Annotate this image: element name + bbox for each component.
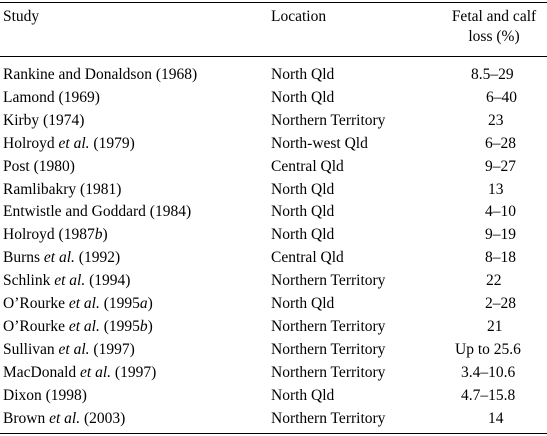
loss-cell: 21 [487,318,503,335]
study-italic-text: et al. [80,364,112,381]
header-loss-line2: loss (%) [468,28,520,45]
table-top-rule [0,2,547,3]
location-cell: Northern Territory [271,341,386,358]
header-location: Location [271,8,327,25]
loss-cell: 4–10 [485,203,516,220]
loss-cell: 9–19 [485,226,516,243]
loss-cell: 14 [488,410,504,427]
study-text: Holroyd (1987 [3,226,95,243]
study-text: Burns [3,249,44,266]
study-italic-text: et al. [58,341,90,358]
study-cell: Kirby (1974) [3,111,84,131]
study-italic-text: et al. [43,249,75,266]
location-cell: North Qld [271,387,335,404]
study-italic-text: et al. [58,135,90,152]
location-cell: Central Qld [271,249,344,266]
study-text: Dixon (1998) [3,387,87,404]
study-italic-text: b [94,226,103,243]
location-cell: North-west Qld [271,135,368,152]
study-cell: O’Rourke et al. (1995a) [3,294,153,314]
location-cell: Northern Territory [271,112,386,129]
location-cell: Northern Territory [271,410,386,427]
loss-cell: 8.5–29 [471,66,514,83]
loss-cell: 6–40 [486,89,517,106]
study-italic-text: et al. [49,410,81,427]
study-text: O’Rourke [3,295,69,312]
study-cell: Rankine and Donaldson (1968) [3,65,197,85]
loss-cell: 23 [488,112,504,129]
loss-cell: 2–28 [485,295,516,312]
study-text: ) [147,295,153,312]
study-text: Lamond (1969) [3,89,100,106]
study-italic-text: a [139,295,148,312]
loss-cell: Up to 25.6 [455,341,521,358]
study-cell: Dixon (1998) [3,386,87,406]
study-text: (1997) [111,364,157,381]
study-cell: Brown et al. (2003) [3,409,125,429]
location-cell: North Qld [271,66,335,83]
study-cell: Burns et al. (1992) [3,248,120,268]
study-italic-text: b [139,318,148,335]
study-text: (1997) [89,341,135,358]
study-italic-text: et al. [68,318,100,335]
loss-cell: 13 [488,181,504,198]
study-text: (1992) [74,249,121,266]
study-text: (1994) [85,272,131,289]
study-text: ) [102,226,108,243]
study-text: Sullivan [3,341,59,358]
study-italic-text: et al. [68,295,100,312]
study-text: Schlink [3,272,55,289]
location-cell: North Qld [271,203,335,220]
study-text: ) [147,318,153,335]
study-text: Brown [3,410,50,427]
study-cell: Ramlibakry (1981) [3,180,121,200]
study-cell: Entwistle and Goddard (1984) [3,202,191,222]
study-italic-text: et al. [54,272,86,289]
study-text: (2003) [80,410,126,427]
study-text: (1979) [89,135,135,152]
study-text: (1995 [99,295,140,312]
location-cell: Northern Territory [271,272,386,289]
loss-cell: 4.7–15.8 [461,387,516,404]
study-text: O’Rourke [3,318,69,335]
study-text: Rankine and Donaldson (1968) [3,66,198,83]
location-cell: Central Qld [271,158,344,175]
study-text: Post (1980) [3,158,75,175]
study-text: (1995 [99,318,140,335]
loss-cell: 3.4–10.6 [461,364,516,381]
study-text: MacDonald [3,364,81,381]
location-cell: Northern Territory [271,318,386,335]
table-header-rule [0,56,547,57]
location-cell: North Qld [271,295,335,312]
loss-cell: 9–27 [485,158,516,175]
header-loss-line1: Fetal and calf [451,8,537,25]
header-study: Study [3,8,40,25]
study-cell: Post (1980) [3,157,75,177]
study-cell: MacDonald et al. (1997) [3,363,156,383]
loss-cell: 8–18 [485,249,516,266]
study-cell: Schlink et al. (1994) [3,271,130,291]
study-cell: O’Rourke et al. (1995b) [3,317,153,337]
study-cell: Holroyd et al. (1979) [3,134,135,154]
location-cell: North Qld [271,226,335,243]
loss-cell: 6–28 [485,135,516,152]
study-cell: Holroyd (1987b) [3,225,108,245]
study-text: Entwistle and Goddard (1984) [3,203,192,220]
location-cell: Northern Territory [271,364,386,381]
study-cell: Lamond (1969) [3,88,100,108]
location-cell: North Qld [271,181,335,198]
loss-cell: 22 [486,272,502,289]
study-text: Ramlibakry (1981) [3,181,122,198]
study-text: Holroyd [3,135,59,152]
location-cell: North Qld [271,89,335,106]
study-text: Kirby (1974) [3,112,85,129]
study-cell: Sullivan et al. (1997) [3,340,135,360]
table-bottom-rule [0,433,547,434]
